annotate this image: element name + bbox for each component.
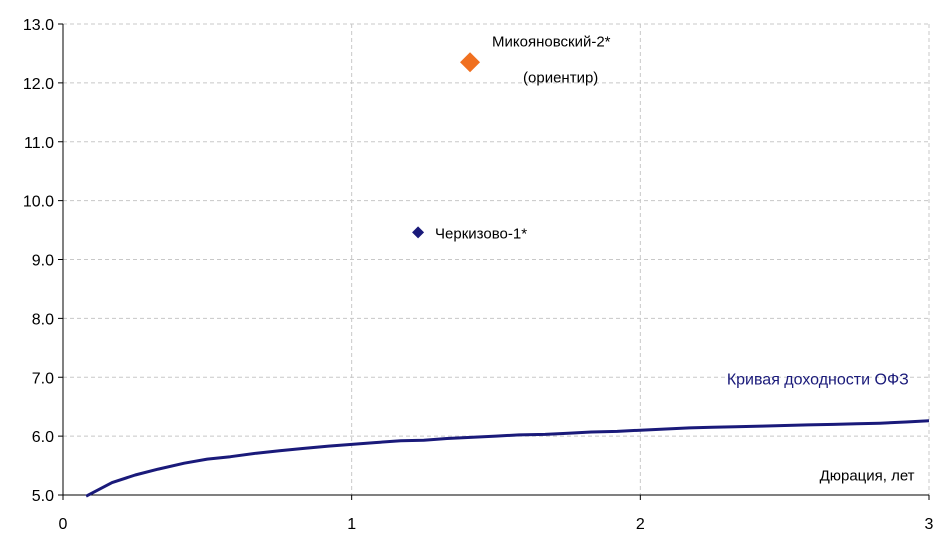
- axis-layer: [58, 23, 930, 500]
- point-layer: [412, 52, 481, 239]
- y-tick-label: 10.0: [23, 194, 54, 211]
- tick-label-layer: 5.0 6.0 7.0 8.0 9.0 10.0 11.0 12.0 13.0 0 1 2 3: [23, 17, 934, 533]
- series-layer: [85, 419, 930, 498]
- y-tick-label: 12.0: [23, 76, 54, 93]
- x-tick-label: 2: [636, 516, 645, 533]
- bond-point-label: Черкизово-1*: [435, 225, 527, 242]
- annotation-layer: Кривая доходности ОФЗ Дюрация, лет Черкизо…: [435, 33, 915, 484]
- ofz-yield-curve-line: [85, 419, 930, 498]
- y-tick-label: 5.0: [32, 488, 54, 505]
- bond-point-label: Микояновский-2*: [492, 33, 611, 50]
- y-tick-label: 6.0: [32, 429, 54, 446]
- curve-name-label: Кривая доходности ОФЗ: [727, 371, 909, 388]
- grid-layer: [63, 23, 930, 495]
- x-axis-label: Дюрация, лет: [820, 467, 915, 484]
- y-tick-label: 13.0: [23, 17, 54, 34]
- y-tick-label: 9.0: [32, 253, 54, 270]
- y-tick-label: 11.0: [24, 135, 54, 152]
- x-tick-label: 3: [925, 516, 934, 533]
- x-tick-label: 0: [59, 516, 68, 533]
- bond-point-sublabel: (ориентир): [523, 69, 598, 86]
- bond-point-marker: [460, 52, 481, 73]
- y-tick-label: 8.0: [32, 311, 54, 328]
- bond-point-marker: [412, 226, 425, 239]
- x-tick-label: 1: [347, 516, 356, 533]
- y-tick-label: 7.0: [32, 370, 54, 387]
